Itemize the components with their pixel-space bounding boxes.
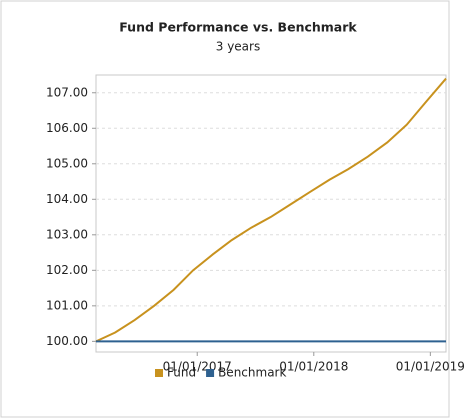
- line-series: [95, 77, 447, 343]
- y-tick-label: 104.00: [46, 192, 88, 206]
- legend-label: Benchmark: [218, 366, 286, 380]
- y-tick-label: 106.00: [46, 121, 88, 135]
- y-tick-label: 105.00: [46, 156, 88, 170]
- chart-subtitle: 3 years: [216, 40, 260, 54]
- x-tick-label: 01/01/2019: [396, 360, 465, 374]
- y-tick-label: 107.00: [46, 85, 88, 99]
- legend-swatch: [206, 369, 215, 377]
- y-tick-label: 101.00: [46, 298, 88, 312]
- chart-title: Fund Performance vs. Benchmark: [119, 20, 357, 35]
- x-tick-label: 01/01/2018: [279, 360, 348, 374]
- y-tick-label: 103.00: [46, 227, 88, 241]
- legend-swatch: [155, 369, 163, 377]
- panel: [0, 0, 450, 418]
- plot-area: [95, 74, 447, 353]
- y-tick-label: 102.00: [46, 263, 88, 277]
- legend-label: Fund: [167, 366, 196, 380]
- plot-layer: 100.00 101.00 102.00 103.00 104.00 105.00 106.…: [46, 77, 465, 380]
- x-tick-label: 01/01/2017: [163, 360, 232, 374]
- y-tick-label: 100.00: [46, 334, 88, 348]
